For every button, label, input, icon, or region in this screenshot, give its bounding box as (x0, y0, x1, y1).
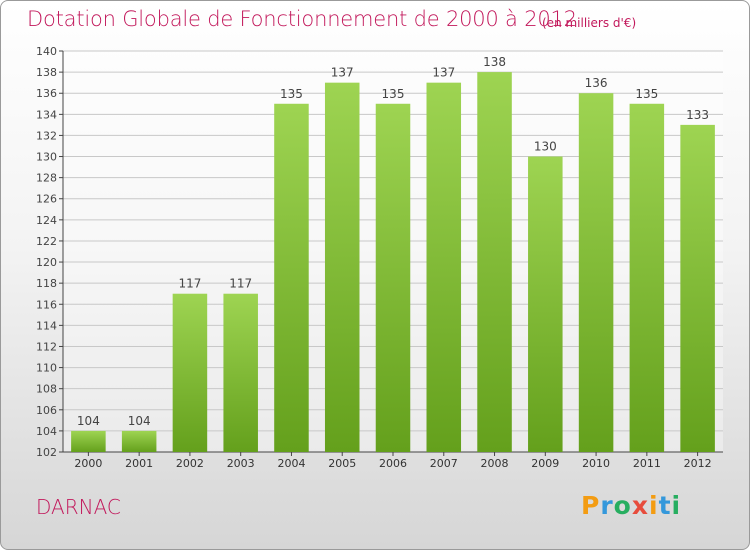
y-tick-label: 104 (36, 425, 57, 438)
chart-unit-note: (en milliers d'€) (542, 16, 637, 30)
y-tick-label: 114 (36, 319, 57, 332)
data-label: 130 (534, 140, 557, 154)
x-tick-label: 2007 (430, 457, 458, 470)
x-tick-label: 2008 (481, 457, 509, 470)
commune-name: DARNAC (36, 495, 121, 519)
x-tick-label: 2000 (74, 457, 102, 470)
data-label: 137 (331, 66, 354, 80)
y-tick-labels: 102 104 106 108 110 112 114 116 118 120 122 124 126 1… (36, 45, 57, 459)
y-tick-label: 128 (36, 172, 57, 185)
y-tick-label: 102 (36, 446, 57, 459)
chart-title: Dotation Globale de Fonctionnement de 20… (27, 7, 577, 31)
bar (324, 82, 360, 452)
data-label: 117 (178, 277, 201, 291)
bar (71, 430, 106, 452)
y-tick-label: 126 (36, 193, 57, 206)
bar (223, 293, 258, 452)
y-tick-label: 134 (36, 108, 57, 121)
y-tick-label: 138 (36, 66, 57, 79)
bar (121, 430, 157, 452)
data-label: 104 (77, 414, 100, 428)
y-tick-label: 106 (36, 404, 57, 417)
proxiti-logo[interactable]: Proxiti (581, 491, 682, 520)
y-tick-label: 130 (36, 151, 57, 164)
x-tick-label: 2012 (684, 457, 712, 470)
bar (477, 72, 512, 453)
bar (426, 82, 462, 452)
y-tick-label: 132 (36, 129, 57, 142)
bar (375, 103, 411, 453)
y-tick-label: 120 (36, 256, 57, 269)
data-label: 135 (280, 87, 303, 101)
data-labels: 104 104 117 117 135 137 135 137 138 130 136 135 133 (77, 55, 709, 428)
data-label: 133 (686, 108, 709, 122)
x-tick-label: 2002 (176, 457, 204, 470)
y-tick-label: 118 (36, 277, 57, 290)
bar (172, 293, 208, 452)
y-tick-label: 140 (36, 45, 57, 58)
data-label: 136 (585, 76, 608, 90)
x-tick-label: 2001 (125, 457, 153, 470)
bar (680, 124, 715, 453)
x-tick-label: 2011 (633, 457, 661, 470)
data-label: 117 (229, 277, 252, 291)
y-tick-label: 122 (36, 235, 57, 248)
data-label: 104 (128, 414, 151, 428)
x-tick-label: 2006 (379, 457, 407, 470)
bar (274, 103, 309, 453)
y-tick-label: 108 (36, 383, 57, 396)
x-tick-labels: 2000 2001 2002 2003 2004 2005 2006 2007 2008 2009… (74, 457, 711, 470)
y-tick-label: 124 (36, 214, 57, 227)
y-tick-label: 136 (36, 87, 57, 100)
bar (629, 103, 665, 453)
bars (71, 72, 715, 453)
x-tick-label: 2010 (582, 457, 610, 470)
y-tick-label: 110 (36, 362, 57, 375)
bar (578, 93, 614, 453)
y-tick-label: 116 (36, 298, 57, 311)
y-tick-label: 112 (36, 340, 57, 353)
x-tick-label: 2009 (531, 457, 559, 470)
data-label: 135 (382, 87, 405, 101)
data-label: 138 (483, 55, 506, 69)
x-tick-label: 2003 (227, 457, 255, 470)
x-tick-label: 2004 (277, 457, 305, 470)
data-label: 137 (432, 66, 455, 80)
x-tick-label: 2005 (328, 457, 356, 470)
data-label: 135 (635, 87, 658, 101)
bar (528, 156, 563, 453)
